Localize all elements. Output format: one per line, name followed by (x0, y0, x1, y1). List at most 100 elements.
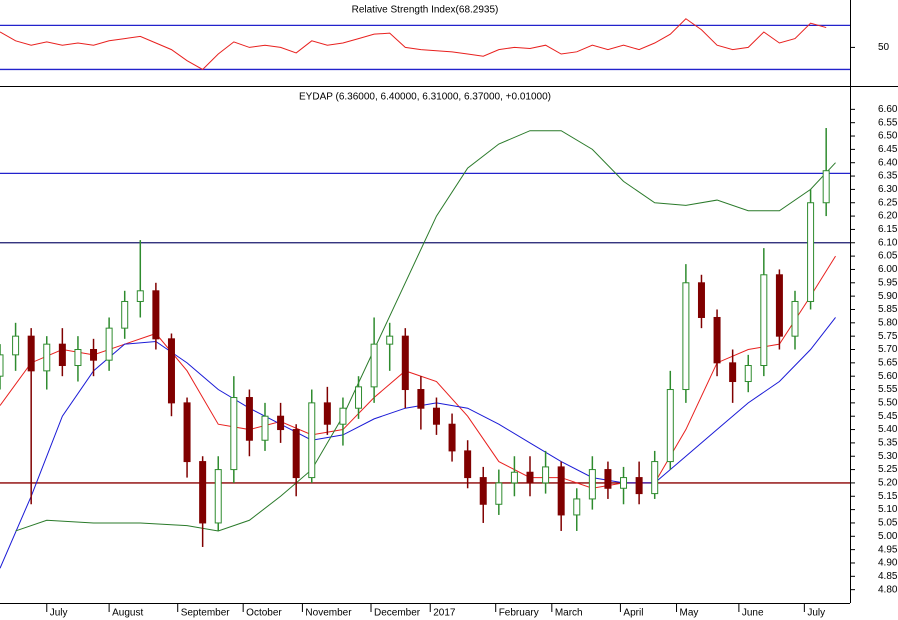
candle-body (526, 471, 534, 484)
x-tick-label: April (623, 608, 643, 619)
candle-body (245, 397, 253, 441)
y-tick-label: 6.45 (878, 144, 898, 155)
y-tick-label: 4.95 (878, 544, 898, 555)
x-tick-label: September (181, 608, 231, 619)
candle-body (557, 466, 565, 516)
candle-body (417, 389, 425, 409)
y-tick-label: 5.55 (878, 384, 898, 395)
y-tick-label: 6.15 (878, 224, 898, 235)
candle-body (573, 498, 581, 516)
y-tick-label: 5.20 (878, 478, 898, 489)
y-tick-label: 5.15 (878, 491, 898, 502)
candle-body (620, 477, 628, 489)
candle-body (183, 402, 191, 463)
candle-body (775, 274, 783, 337)
candle-body (760, 274, 768, 367)
y-tick-label: 6.55 (878, 117, 898, 128)
y-tick-label: 5.40 (878, 424, 898, 435)
candle-body (0, 354, 4, 377)
candle-body (355, 386, 363, 409)
y-tick-label: 6.60 (878, 104, 898, 115)
y-tick-label: 4.90 (878, 558, 898, 569)
candle-body (12, 335, 20, 356)
x-tick-label: August (112, 608, 143, 619)
candle-body (807, 202, 815, 302)
y-tick-label: 5.80 (878, 317, 898, 328)
rsi-title: Relative Strength Index(68.2935) (352, 5, 499, 16)
y-tick-label: 4.85 (878, 571, 898, 582)
candle-body (510, 471, 518, 484)
candle-body (323, 402, 331, 425)
candle-body (651, 461, 659, 495)
price-title: EYDAP (6.36000, 6.40000, 6.31000, 6.3700… (299, 92, 551, 103)
candle-body (292, 429, 300, 479)
candle-body (136, 290, 144, 302)
x-tick-label: March (555, 608, 583, 619)
candle-body (682, 282, 690, 391)
candle-body (604, 469, 612, 489)
candle-body (43, 343, 51, 372)
candle-body (401, 335, 409, 391)
x-tick-label: July (807, 608, 825, 619)
candle-body (167, 338, 175, 404)
candle-body (27, 335, 35, 372)
y-tick-label: 5.70 (878, 344, 898, 355)
y-tick-label: 5.90 (878, 291, 898, 302)
x-tick-label: July (50, 608, 68, 619)
y-tick-label: 5.10 (878, 504, 898, 515)
candle-body (308, 402, 316, 479)
candle-body (464, 450, 472, 479)
y-tick-label: 5.35 (878, 438, 898, 449)
y-tick-label: 5.05 (878, 518, 898, 529)
y-tick-label: 6.30 (878, 184, 898, 195)
candle-body (588, 469, 596, 500)
candle-body (432, 407, 440, 425)
candle-body (199, 461, 207, 524)
candle-body (370, 343, 378, 388)
x-tick-label: November (305, 608, 352, 619)
y-tick-label: 6.25 (878, 197, 898, 208)
candle-body (448, 423, 456, 452)
y-tick-label: 6.20 (878, 211, 898, 222)
series-line (0, 255, 836, 489)
candle-body (121, 300, 129, 329)
y-tick-label: 4.80 (878, 584, 898, 595)
y-tick-label: 5.30 (878, 451, 898, 462)
y-tick-label: 5.60 (878, 371, 898, 382)
y-tick-label: 6.40 (878, 157, 898, 168)
y-tick-label: 5.00 (878, 531, 898, 542)
candle-body (635, 477, 643, 495)
candle-body (479, 477, 487, 505)
y-tick-label: 6.00 (878, 264, 898, 275)
candle-body (214, 469, 222, 524)
x-tick-label: October (246, 608, 282, 619)
candle-body (542, 466, 550, 484)
x-tick-label: December (374, 608, 421, 619)
candle-body (791, 300, 799, 337)
x-tick-label: May (680, 608, 699, 619)
y-tick-label: 5.75 (878, 331, 898, 342)
candle-body (713, 316, 721, 364)
y-tick-label: 6.35 (878, 171, 898, 182)
candle-body (277, 415, 285, 431)
candle-body (744, 365, 752, 383)
y-tick-label: 5.95 (878, 277, 898, 288)
y-tick-label: 6.05 (878, 251, 898, 262)
series-line (0, 18, 827, 71)
candle-body (261, 415, 269, 441)
candle-body (666, 389, 674, 463)
candle-body (90, 349, 98, 361)
y-tick-label: 50 (878, 42, 890, 53)
candle-body (386, 335, 394, 345)
candle-body (74, 349, 82, 367)
y-tick-label: 5.65 (878, 357, 898, 368)
x-tick-label: 2017 (433, 608, 456, 619)
candle-body (230, 397, 238, 471)
candle-body (729, 362, 737, 383)
candle-body (58, 343, 66, 367)
x-tick-label: June (742, 608, 764, 619)
y-tick-label: 5.25 (878, 464, 898, 475)
candle-body (339, 407, 347, 425)
